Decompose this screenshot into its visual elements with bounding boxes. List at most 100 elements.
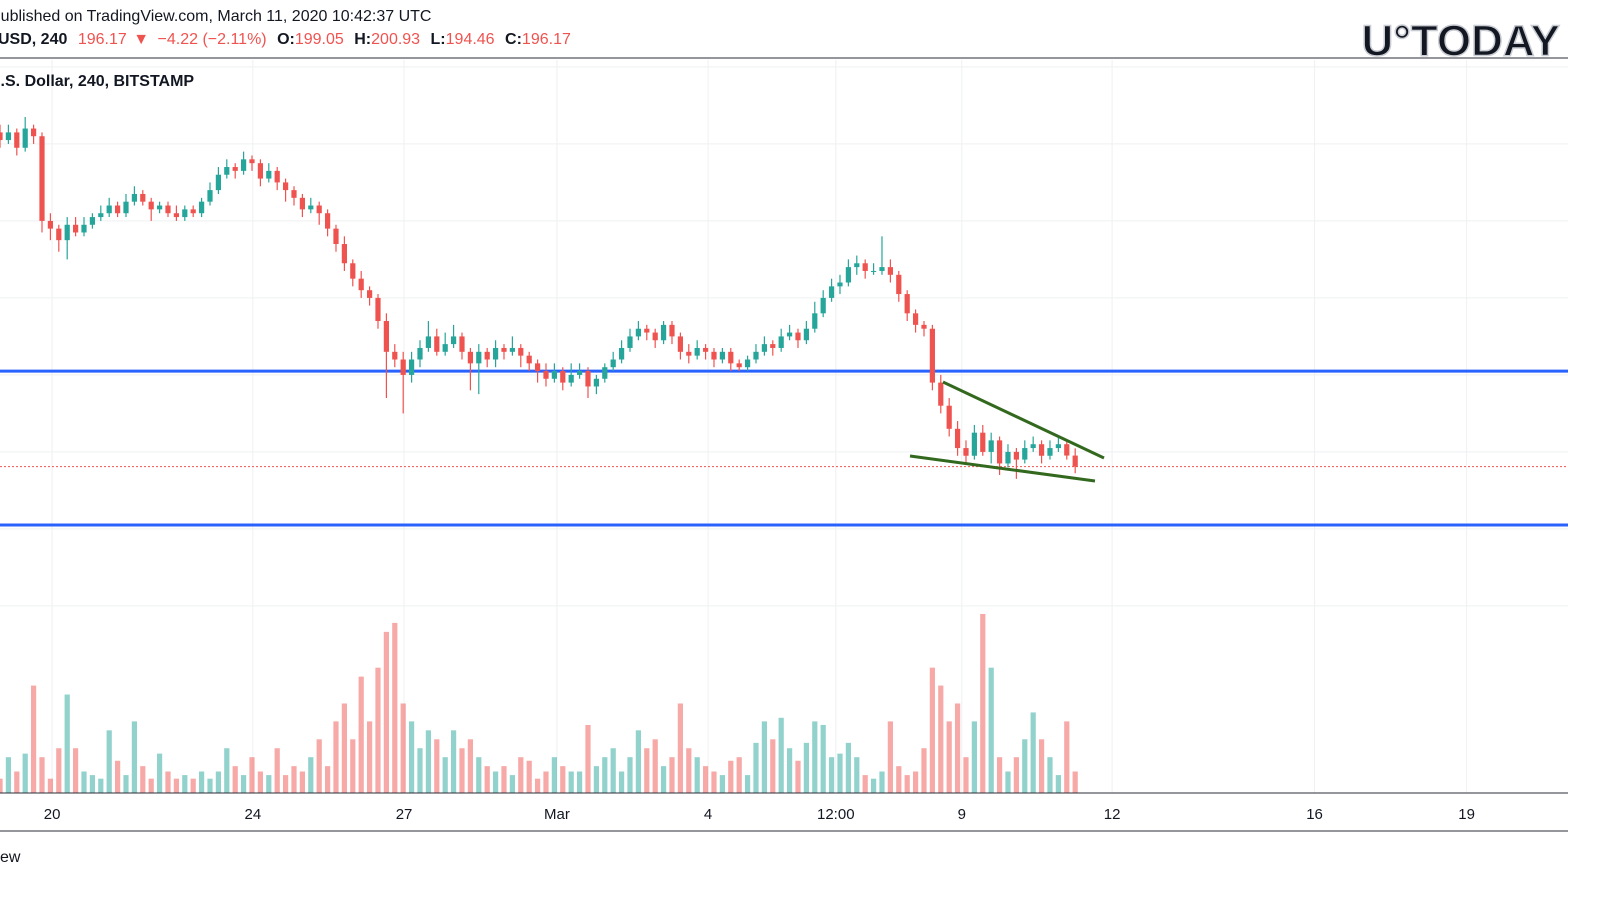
volume-bar [341,703,347,793]
volume-bar [282,775,289,793]
candle-body [316,205,322,214]
candle-body [106,205,112,214]
volume-bar [98,778,104,793]
published-text: Published on TradingView.com, March 11, … [0,8,431,25]
x-tick-label: 19 [1458,806,1475,823]
volume-bar [106,730,112,793]
series-legend: U.S. Dollar, 240, BITSTAMP [0,73,194,90]
candle-body [72,224,79,233]
candle-body [534,363,541,372]
candle-body [854,263,860,268]
volume-bar [190,778,196,793]
candle-body [560,371,566,383]
volume-bar [963,757,969,793]
l-label: L: [431,31,446,48]
candle-body [971,432,977,456]
candle-body [1013,451,1019,460]
candle-body [988,440,994,452]
volume-bar [392,622,398,793]
volume-bar [350,739,356,793]
candle-body [249,159,255,164]
candle-body [1072,455,1078,467]
x-tick-label: 12 [1104,806,1121,823]
volume-bar [450,730,457,793]
o-label: O: [277,31,295,48]
candle-body [610,359,616,368]
candle-body [266,170,272,179]
volume-bar [526,760,532,793]
volume-bar [249,757,255,793]
volume-bar [408,721,415,793]
volume-bar [30,685,37,793]
volume-bar [971,721,977,793]
volume-bar [509,775,515,793]
volume-bar [1013,757,1019,793]
change-arrow: ▼ [133,31,149,48]
volume-bar [543,771,549,793]
volume-bar [5,757,12,793]
candle-body [207,190,213,202]
volume-bar [316,739,322,793]
candle-body [795,332,801,341]
volume-bar [484,766,490,793]
candle-body [770,344,776,348]
volume-bar [602,757,608,793]
last-price: 196.17 [78,31,127,48]
candle-body [879,267,885,271]
candle-body [711,351,717,360]
volume-bar [425,730,431,793]
volume-bar [812,721,818,793]
volume-bar [417,748,423,793]
volume-bar [946,721,952,793]
x-tick-label: 20 [44,806,61,823]
volume-bar [669,757,675,793]
candle-body [56,228,62,241]
candle-body [753,351,759,360]
candle-body [954,428,961,449]
candle-body [224,167,230,175]
volume-bar [308,757,314,793]
x-tick-label: 24 [244,806,261,823]
candle-body [467,351,473,364]
candle-body [450,336,457,345]
volume-bar [837,753,843,793]
candle-body [652,332,658,341]
candle-body [1022,448,1028,460]
volume-bar [518,757,524,793]
volume-bar [954,703,961,793]
candle-body [803,328,809,341]
candle-body [870,270,877,272]
volume-bar [711,771,717,793]
open-value: 199.05 [295,31,344,48]
candle-body [862,263,868,271]
volume-bar [232,766,238,793]
volume-bar [980,613,986,793]
candle-body [644,328,650,333]
volume-bar [686,748,692,793]
candle-body [887,267,893,275]
volume-bar [887,721,893,793]
candle-body [1030,444,1036,449]
volume-bar [299,771,305,793]
volume-bar [266,775,272,793]
candle-body [736,363,742,368]
volume-bar [1047,757,1053,793]
volume-bar [467,739,473,793]
volume-bar [921,748,927,793]
volume-bar [240,775,247,793]
volume-bar [198,771,205,793]
candle-body [274,170,280,183]
volume-bar [786,748,793,793]
candle-body [702,347,709,352]
volume-bar [652,739,658,793]
candle-body [996,440,1003,464]
candle-body [232,167,238,171]
candle-body [1064,444,1070,456]
volume-bar [929,667,935,793]
volume-bar [644,748,650,793]
c-label: C: [505,31,522,48]
volume-bar [854,757,860,793]
candle-body [291,190,297,198]
volume-bar [618,771,625,793]
candle-body [618,347,625,360]
